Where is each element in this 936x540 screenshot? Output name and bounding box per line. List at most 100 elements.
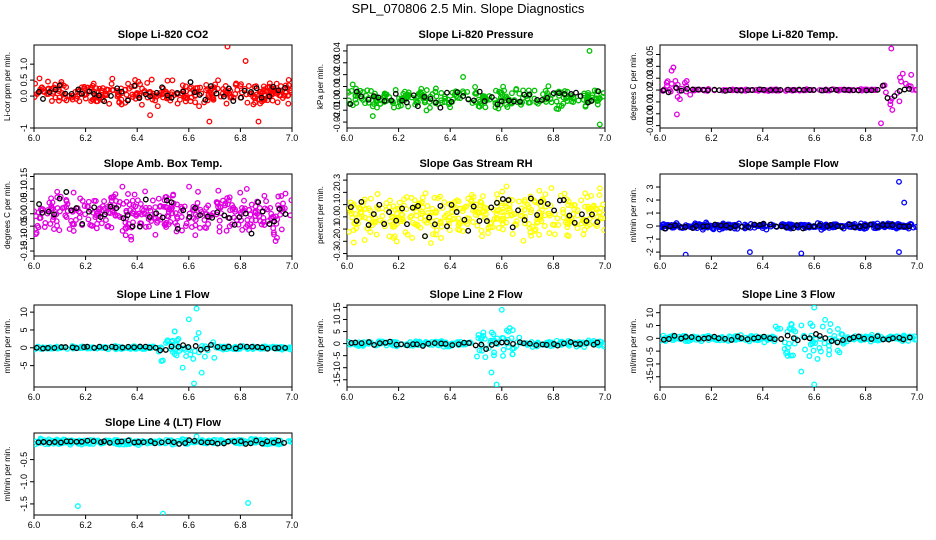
- data-point: [476, 217, 483, 224]
- data-point: [521, 197, 528, 203]
- data-point: [392, 207, 399, 213]
- data-point: [128, 233, 134, 240]
- y-tick-label: -10: [332, 361, 342, 374]
- data-point: [216, 228, 223, 235]
- data-point: [375, 94, 382, 101]
- data-point: [891, 93, 898, 100]
- data-point: [76, 98, 83, 105]
- data-point: [114, 85, 121, 92]
- data-point: [231, 221, 238, 228]
- data-point: [574, 207, 581, 214]
- data-point: [285, 76, 292, 83]
- data-point: [756, 221, 763, 228]
- data-point: [431, 221, 438, 228]
- data-point: [493, 381, 500, 387]
- data-point: [168, 343, 175, 350]
- data-point: [169, 89, 175, 96]
- data-point: [77, 209, 84, 216]
- data-point: [358, 93, 364, 100]
- data-point: [374, 191, 381, 197]
- data-point: [788, 352, 794, 359]
- data-point: [442, 340, 449, 347]
- data-point: [174, 201, 180, 208]
- data-point: [174, 90, 181, 96]
- data-point: [115, 92, 122, 99]
- panel-10: Slope Line 4 (LT) Flow 6.0 6.2 6.4 6.6 6.8 7.0…: [3, 417, 298, 530]
- data-point: [180, 207, 187, 214]
- data-point: [488, 204, 495, 211]
- data-point: [777, 87, 784, 93]
- data-point: [722, 335, 728, 342]
- data-point: [594, 219, 601, 226]
- x-tick-label: 6.0: [654, 133, 667, 143]
- data-point: [597, 205, 604, 212]
- data-point: [812, 340, 819, 346]
- data-point: [108, 224, 115, 231]
- y-axis-label: kPa per min.: [316, 64, 325, 109]
- data-point: [130, 210, 137, 217]
- data-point: [194, 200, 201, 206]
- x-tick-label: 6.2: [79, 133, 92, 143]
- data-point: [261, 192, 268, 199]
- data-point: [270, 83, 277, 90]
- data-point: [409, 204, 416, 211]
- y-tick-label: -5: [332, 352, 342, 360]
- x-tick-label: 6.4: [757, 133, 770, 143]
- data-point: [287, 438, 292, 445]
- y-tick-label: -0.01: [645, 115, 655, 136]
- data-point: [367, 195, 374, 202]
- data-point: [353, 217, 360, 224]
- data-point: [192, 232, 199, 239]
- panel-title: Slope Li-820 CO2: [118, 29, 208, 41]
- data-point: [798, 250, 805, 256]
- data-point: [705, 335, 712, 341]
- data-point: [146, 213, 153, 220]
- data-point: [739, 223, 746, 230]
- data-point: [123, 91, 130, 98]
- data-point: [211, 354, 218, 361]
- y-tick-label: 0.00: [19, 205, 29, 223]
- data-point: [798, 368, 805, 375]
- data-point: [82, 95, 89, 102]
- data-point: [140, 439, 147, 446]
- data-point: [498, 98, 505, 105]
- data-point: [822, 335, 829, 342]
- data-point: [526, 340, 533, 347]
- data-point: [419, 198, 426, 205]
- data-point: [347, 100, 354, 107]
- data-point: [755, 334, 762, 341]
- data-point: [172, 210, 179, 217]
- data-point: [379, 205, 386, 212]
- data-point: [158, 358, 165, 365]
- data-point: [509, 211, 516, 218]
- plot-frame: [346, 173, 606, 257]
- data-point: [68, 92, 75, 99]
- data-point: [34, 222, 41, 229]
- data-point: [353, 225, 360, 232]
- data-point: [36, 201, 43, 208]
- data-point: [185, 344, 192, 351]
- data-point: [555, 222, 562, 228]
- data-point: [535, 100, 541, 107]
- data-point: [880, 82, 886, 89]
- data-point: [481, 335, 488, 342]
- data-point: [577, 341, 584, 347]
- data-point: [784, 328, 791, 335]
- data-point: [485, 230, 491, 237]
- data-point: [68, 207, 75, 214]
- y-tick-label: 0.01: [645, 93, 655, 111]
- data-point: [224, 195, 231, 202]
- data-point: [470, 219, 477, 225]
- y-tick-label: 0.04: [645, 58, 655, 76]
- data-point: [412, 338, 419, 345]
- data-point: [160, 510, 166, 515]
- data-point: [349, 81, 356, 88]
- data-point: [167, 218, 174, 225]
- data-point: [174, 222, 181, 229]
- data-point: [135, 442, 142, 448]
- data-point: [132, 203, 139, 210]
- data-point: [672, 222, 679, 229]
- data-point: [884, 95, 891, 101]
- x-tick-label: 6.0: [654, 392, 667, 402]
- y-axis-label: percent per min.: [316, 186, 325, 244]
